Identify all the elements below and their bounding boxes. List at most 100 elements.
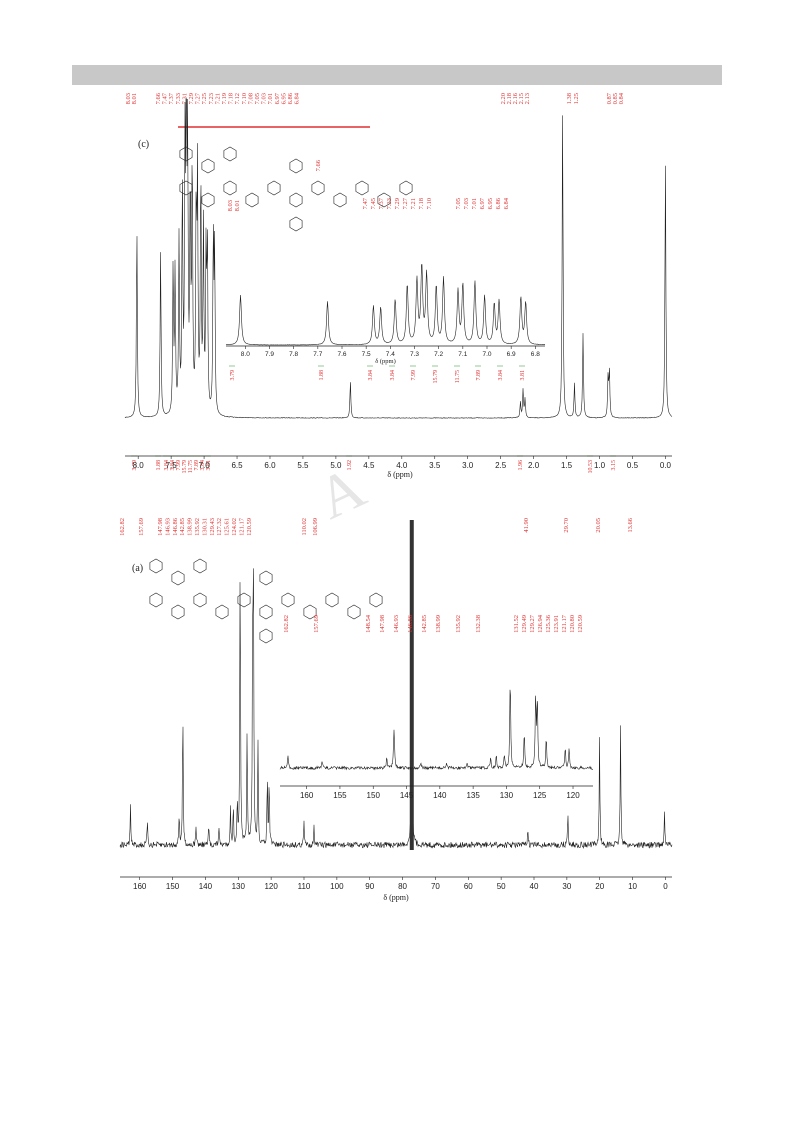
c-peak-label: 6.86 bbox=[287, 92, 294, 104]
c-integral-value: 1.88 bbox=[156, 460, 162, 471]
c-inset-tick-label: 7.0 bbox=[482, 351, 491, 358]
a-inset-peak-label: 142.85 bbox=[421, 615, 428, 633]
c-peak-label: 0.85 bbox=[612, 93, 619, 104]
c-tick-label: 7.0 bbox=[199, 461, 211, 470]
c-integral-value: 3.84 bbox=[164, 460, 170, 471]
c-peak-label: 7.10 bbox=[241, 93, 248, 104]
a-inset-peak-label: 126.94 bbox=[537, 614, 544, 633]
c-ring bbox=[377, 192, 391, 208]
c-peak-label: 7.23 bbox=[208, 93, 215, 104]
c-integral-value: 3.84 bbox=[200, 460, 206, 471]
c-tick-label: 5.5 bbox=[297, 461, 309, 470]
a-ring bbox=[171, 604, 185, 620]
a-inset-peak-label: 132.38 bbox=[475, 615, 482, 633]
c-ring bbox=[245, 192, 259, 208]
c-peak-label: 7.12 bbox=[234, 93, 241, 104]
a-peak-label: 41.90 bbox=[523, 518, 530, 533]
a-solvent-band bbox=[409, 520, 414, 850]
a-tick-label: 130 bbox=[232, 882, 246, 891]
c-inset-integral-value: 3.84 bbox=[390, 370, 396, 381]
c-tick-label: 1.0 bbox=[594, 461, 606, 470]
a-peak-label: 138.99 bbox=[187, 518, 194, 536]
c-tick-label: 2.5 bbox=[495, 461, 507, 470]
c-tick-label: 4.5 bbox=[363, 461, 375, 470]
a-peak-label: 20.05 bbox=[595, 518, 602, 533]
c-inset-tick-label: 7.6 bbox=[337, 351, 346, 358]
a-inset-peak-label: 138.99 bbox=[435, 615, 442, 633]
c-inset-tick-label: 7.5 bbox=[362, 351, 371, 358]
a-spectrum bbox=[119, 520, 673, 850]
c-inset-tick-label: 7.4 bbox=[386, 351, 395, 358]
c-inset-peak-label: 6.84 bbox=[503, 197, 510, 209]
a-inset-peak-label: 147.98 bbox=[379, 615, 386, 633]
c-tick-label: 3.5 bbox=[429, 461, 441, 470]
c-tick-label: 5.0 bbox=[330, 461, 342, 470]
a-ring bbox=[369, 592, 383, 608]
a-ring bbox=[325, 592, 339, 608]
c-inset-integral-value: 3.81 bbox=[520, 370, 526, 381]
a-peak-label: 106.99 bbox=[312, 518, 319, 536]
a-inset-peak-label: 129.27 bbox=[529, 614, 536, 633]
c-ring bbox=[223, 146, 237, 162]
molecular-structure-c bbox=[179, 146, 413, 232]
c-peak-label: 7.01 bbox=[267, 93, 274, 104]
a-peak-label: 162.82 bbox=[119, 518, 126, 536]
c-peak-label: 8.03 bbox=[125, 93, 132, 104]
a-x-axis-label: δ (ppm) bbox=[383, 893, 409, 902]
c-peak-label: 7.37 bbox=[168, 92, 175, 104]
c-tick-label: 0.0 bbox=[660, 461, 672, 470]
a-peak-label: 147.98 bbox=[157, 518, 164, 536]
c-inset-peak-label: 6.97 bbox=[479, 197, 486, 209]
c-peak-label: 7.47 bbox=[162, 92, 169, 104]
a-peak-label: 125.61 bbox=[224, 518, 231, 536]
a-tick-label: 160 bbox=[133, 882, 147, 891]
c-ring bbox=[399, 180, 413, 196]
c-inset-peak-label: 6.86 bbox=[495, 197, 502, 209]
c-inset-tick-label: 7.9 bbox=[265, 351, 274, 358]
a-inset-peak-label: 131.52 bbox=[513, 615, 520, 633]
a-tick-label: 90 bbox=[365, 882, 374, 891]
a-inset-tick-label: 145 bbox=[400, 791, 414, 800]
c-peak-label: 2.16 bbox=[512, 92, 519, 104]
c-integral-value: 1.92 bbox=[347, 460, 353, 471]
c-inset-peak-label: 7.03 bbox=[463, 198, 470, 209]
a-inset-tick-label: 150 bbox=[367, 791, 381, 800]
c-tick-label: 1.5 bbox=[561, 461, 573, 470]
c-ring bbox=[311, 180, 325, 196]
c-inset-peak-label: 7.18 bbox=[418, 198, 425, 209]
c-inset-peak-label: 7.33 bbox=[386, 198, 393, 209]
c-spectrum-trace bbox=[124, 97, 673, 419]
c-integral-value: 7.89 bbox=[194, 460, 200, 471]
c-tick-label: 4.0 bbox=[396, 461, 408, 470]
a-inset-peak-label: 146.93 bbox=[393, 615, 400, 633]
c-integral-value: 3.81 bbox=[206, 460, 212, 471]
c-spectrum: 3.79 1.88 3.84 3.84 7.99 15.79 11.75 7.89 3.84 3.… bbox=[124, 97, 673, 474]
c-integral-value: 15.79 bbox=[182, 460, 188, 474]
c-peak-label: 8.01 bbox=[131, 93, 138, 104]
c-peak-label: 7.08 bbox=[247, 93, 254, 104]
a-peak-label: 142.85 bbox=[179, 518, 186, 536]
a-inset-peak-label: 120.80 bbox=[569, 615, 576, 633]
c-inset-peak-label: 7.05 bbox=[455, 198, 462, 209]
c-inset-tick-label: 7.2 bbox=[434, 351, 443, 358]
c-inset-peak-label: 7.66 bbox=[315, 159, 322, 171]
c-inset-integral-value: 1.88 bbox=[319, 370, 325, 381]
c-x-axis-label: δ (ppm) bbox=[387, 470, 413, 479]
c-inset: 8.0 7.9 7.8 7.7 7.6 7.5 7.4 7.3 7.2 7.1 7.0 6.9 6.8 8… bbox=[225, 159, 546, 384]
c-peak-label: 7.18 bbox=[228, 93, 235, 104]
c-inset-integral-value: 3.79 bbox=[230, 370, 236, 381]
a-peak-label: 120.59 bbox=[246, 518, 253, 536]
a-tick-label: 110 bbox=[298, 882, 311, 891]
c-inset-peak-label: 7.01 bbox=[471, 198, 478, 209]
c-integral-value: 3.15 bbox=[611, 460, 617, 471]
a-ring bbox=[215, 604, 229, 620]
a-tick-label: 140 bbox=[199, 882, 213, 891]
a-peak-label: 135.92 bbox=[194, 518, 201, 536]
a-x-axis: 160 150 140 130 120 110 100 90 80 70 60 50 40 30 20 10 0 bbox=[120, 876, 672, 891]
c-peak-label: 7.27 bbox=[195, 92, 202, 104]
c-integral-value: 10.53 bbox=[588, 460, 594, 474]
a-tick-label: 30 bbox=[562, 882, 571, 891]
a-inset-peak-label: 146.86 bbox=[407, 614, 414, 633]
a-ring bbox=[171, 570, 185, 586]
